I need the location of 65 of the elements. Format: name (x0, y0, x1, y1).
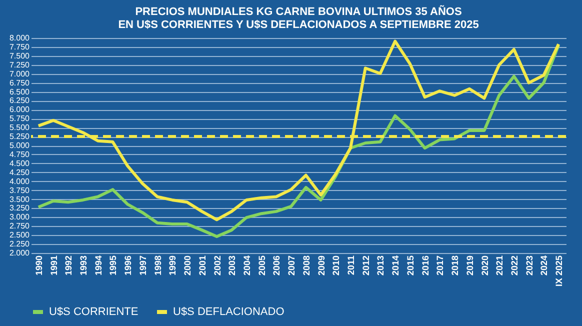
y-tick-label: 5.000 (9, 141, 30, 150)
x-tick-label: 2006 (272, 256, 282, 276)
y-tick-label: 6.000 (9, 105, 30, 114)
text: PRECIOS MUNDIALES KG CARNE BOVINA ULTIMOS 35 AÑOS (135, 6, 462, 18)
x-tick-label: 2019 (464, 256, 475, 276)
x-tick-label: 2016 (420, 256, 430, 276)
y-tick-label: 5.500 (9, 123, 30, 132)
y-tick-label: 2.750 (9, 222, 30, 231)
y-tick-label: 4.250 (9, 168, 30, 177)
x-tick-label: 2017 (435, 256, 446, 276)
x-tick-label: 1995 (108, 256, 118, 276)
y-tick-label: 5.750 (9, 114, 30, 124)
x-tick-label: 2020 (480, 256, 490, 276)
y-tick-label: 7.500 (9, 51, 30, 60)
y-tick-label: 4.750 (9, 150, 30, 159)
x-tick-label: 1990 (34, 256, 44, 276)
y-tick-label: 6.250 (9, 96, 30, 106)
y-tick-label: 4.000 (9, 176, 30, 186)
x-tick-label: 2015 (405, 256, 416, 276)
x-tick-label: 2021 (494, 256, 505, 276)
x-tick-label: 2022 (509, 256, 520, 276)
y-tick-label: 6.750 (9, 78, 30, 88)
x-tick-label: 2024 (539, 256, 550, 276)
x-tick-label: 1998 (152, 256, 163, 276)
y-tick-label: 4.500 (9, 158, 30, 168)
x-tick-label: 2014 (390, 256, 401, 276)
y-tick-label: 7.000 (9, 69, 30, 78)
x-tick-label: 1991 (48, 256, 59, 276)
x-tick-label: 2011 (346, 256, 356, 276)
x-tick-label: 1997 (138, 256, 148, 276)
y-tick-label: 8.000 (9, 34, 30, 42)
x-tick-label: 2010 (331, 256, 342, 276)
x-tick-label: 2004 (242, 256, 252, 276)
x-tick-label: 1999 (168, 256, 178, 276)
x-tick-label: 2000 (182, 256, 193, 276)
y-tick-label: 3.000 (9, 212, 30, 222)
text: EN U$S CORRIENTES Y U$S DEFLACIONADOS A SEPTIEMBRE 2025 (118, 19, 479, 31)
x-tick-label: 2023 (524, 256, 534, 276)
y-tick-label: 6.500 (9, 87, 30, 96)
y-tick-label: 3.500 (9, 194, 30, 204)
x-tick-label: 2005 (256, 256, 267, 276)
x-tick-label: 2012 (360, 256, 371, 276)
legend-label: U$S CORRIENTE (49, 306, 138, 318)
x-tick-label: 1992 (64, 256, 74, 276)
y-tick-label: 3.750 (9, 186, 30, 195)
y-tick-label: 2.000 (9, 248, 30, 258)
y-tick-label: 3.250 (9, 204, 30, 213)
legend-label: U$S DEFLACIONADO (173, 306, 285, 318)
y-tick-label: 2.500 (9, 230, 30, 240)
x-tick-label: 2003 (227, 256, 238, 276)
x-tick-label: 1996 (123, 256, 134, 276)
y-tick-label: 5.250 (9, 132, 30, 142)
x-tick-label: 2018 (450, 256, 460, 276)
x-tick-label: 2008 (301, 256, 312, 276)
x-tick-label: 2001 (197, 256, 208, 276)
x-tick-label: 1993 (78, 256, 89, 276)
y-tick-label: 7.750 (9, 42, 30, 52)
x-tick-label: 1994 (93, 256, 104, 276)
x-tick-label: 2002 (212, 256, 222, 276)
x-tick-label: 2009 (316, 256, 326, 276)
y-tick-label: 7.250 (9, 60, 30, 70)
x-tick-label: IX 2025 (554, 256, 564, 287)
x-tick-label: 2007 (286, 256, 297, 276)
y-tick-label: 2.250 (9, 240, 30, 249)
x-tick-label: 2013 (376, 256, 386, 276)
